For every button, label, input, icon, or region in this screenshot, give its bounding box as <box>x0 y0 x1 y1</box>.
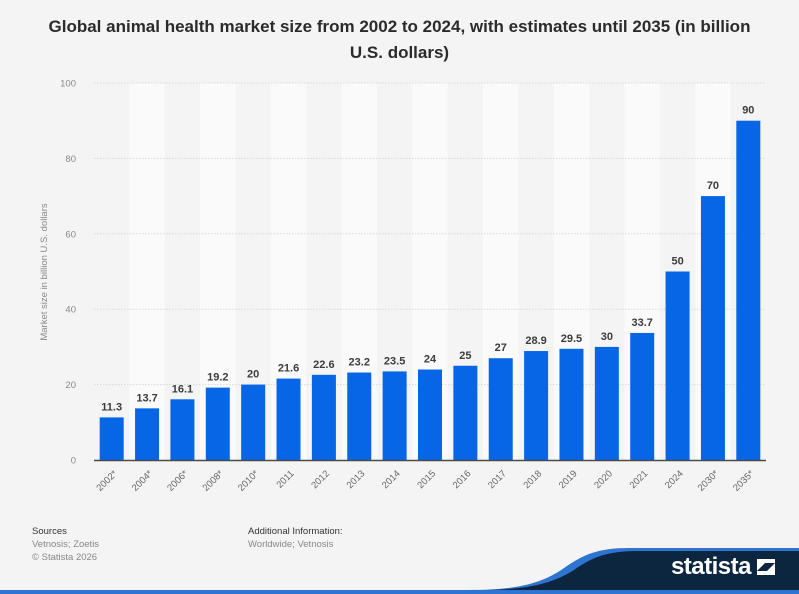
bar[interactable] <box>99 417 124 460</box>
value-label: 29.5 <box>561 333 582 345</box>
x-tick-label: 2011 <box>274 468 296 490</box>
value-label: 33.7 <box>631 317 652 329</box>
additional-info-text: Worldwide; Vetnosis <box>248 539 334 550</box>
value-label: 25 <box>459 350 471 362</box>
y-tick-label: 60 <box>65 229 76 240</box>
y-tick-label: 40 <box>65 305 76 316</box>
bar[interactable] <box>382 371 407 460</box>
value-label: 13.7 <box>136 392 157 404</box>
value-label: 23.5 <box>384 355 405 367</box>
value-label: 20 <box>247 369 259 381</box>
bar[interactable] <box>700 196 725 460</box>
bar[interactable] <box>630 332 655 460</box>
x-tick-label: 2013 <box>345 468 368 491</box>
y-tick-label: 20 <box>65 380 76 391</box>
y-tick-label: 100 <box>60 79 76 90</box>
x-tick-label: 2015 <box>415 468 438 491</box>
x-tick-label: 2017 <box>486 468 509 491</box>
value-label: 23.2 <box>349 357 370 369</box>
bar[interactable] <box>205 387 230 460</box>
value-labels: 11.3 13.7 16.1 19.2 20 21.6 22.6 23.2 23.5 24 25 27… <box>101 105 754 414</box>
x-tick-label: 2020 <box>592 468 615 491</box>
brand-name: statista <box>670 553 752 580</box>
y-axis-label: Market size in billion U.S. dollars <box>39 203 50 341</box>
sources-text[interactable]: Vetnosis; Zoetis <box>32 539 100 550</box>
bar[interactable] <box>276 378 301 460</box>
copyright: © Statista 2026 <box>32 552 98 563</box>
value-label: 19.2 <box>207 372 228 384</box>
x-axis-ticks: 2002* 2004* 2006* 2008* 2010* 2011 2012 2013 201… <box>94 468 756 494</box>
bar[interactable] <box>453 365 478 460</box>
bar[interactable] <box>524 351 549 460</box>
x-tick-label: 2030* <box>696 468 722 494</box>
x-tick-label: 2018 <box>521 468 544 491</box>
value-label: 28.9 <box>525 335 546 347</box>
y-axis-ticks: 0 20 40 60 80 100 <box>60 79 76 467</box>
x-tick-label: 2004* <box>130 468 156 494</box>
x-tick-label: 2024 <box>663 468 686 491</box>
bar[interactable] <box>347 372 372 460</box>
bar[interactable] <box>311 374 336 460</box>
footer-bar <box>0 590 799 594</box>
value-label: 50 <box>671 256 683 268</box>
x-tick-label: 2012 <box>309 468 332 491</box>
column-band <box>129 83 165 460</box>
value-label: 16.1 <box>172 383 193 395</box>
x-tick-label: 2016 <box>451 468 474 491</box>
value-label: 11.3 <box>101 401 122 413</box>
x-tick-label: 2008* <box>201 468 227 494</box>
value-label: 24 <box>424 354 437 366</box>
bar[interactable] <box>594 346 619 460</box>
bar[interactable] <box>418 369 442 460</box>
x-tick-label: 2014 <box>380 468 403 491</box>
logo-swoosh <box>469 548 799 590</box>
x-tick-label: 2021 <box>628 468 651 491</box>
x-tick-label: 2002* <box>94 468 120 494</box>
value-label: 70 <box>707 180 719 192</box>
value-label: 22.6 <box>313 359 334 371</box>
x-tick-label: 2019 <box>557 468 580 491</box>
value-label: 27 <box>495 342 507 354</box>
value-label: 30 <box>601 331 613 343</box>
bar[interactable] <box>170 399 195 460</box>
x-tick-label: 2035* <box>731 468 757 494</box>
value-label: 21.6 <box>278 363 299 375</box>
bar-chart: 0 20 40 60 80 100 11.3 13.7 16.1 19.2 20 21.6 22.6 2… <box>39 79 766 494</box>
x-tick-label: 2006* <box>165 468 191 494</box>
sources-heading: Sources <box>32 526 67 537</box>
bars <box>99 120 761 461</box>
additional-info-heading: Additional Information: <box>248 526 343 537</box>
bar[interactable] <box>559 348 584 460</box>
bar[interactable] <box>488 358 513 460</box>
bar[interactable] <box>241 384 266 460</box>
x-tick-label: 2010* <box>236 468 262 494</box>
chart-title: Global animal health market size from 20… <box>48 17 751 62</box>
statista-logo[interactable]: statista <box>469 546 799 590</box>
statista-icon <box>757 559 775 575</box>
value-label: 90 <box>742 105 754 117</box>
y-tick-label: 0 <box>71 456 76 467</box>
bar[interactable] <box>665 271 690 461</box>
y-tick-label: 80 <box>65 154 76 165</box>
bar[interactable] <box>135 408 160 460</box>
bar[interactable] <box>736 120 761 460</box>
